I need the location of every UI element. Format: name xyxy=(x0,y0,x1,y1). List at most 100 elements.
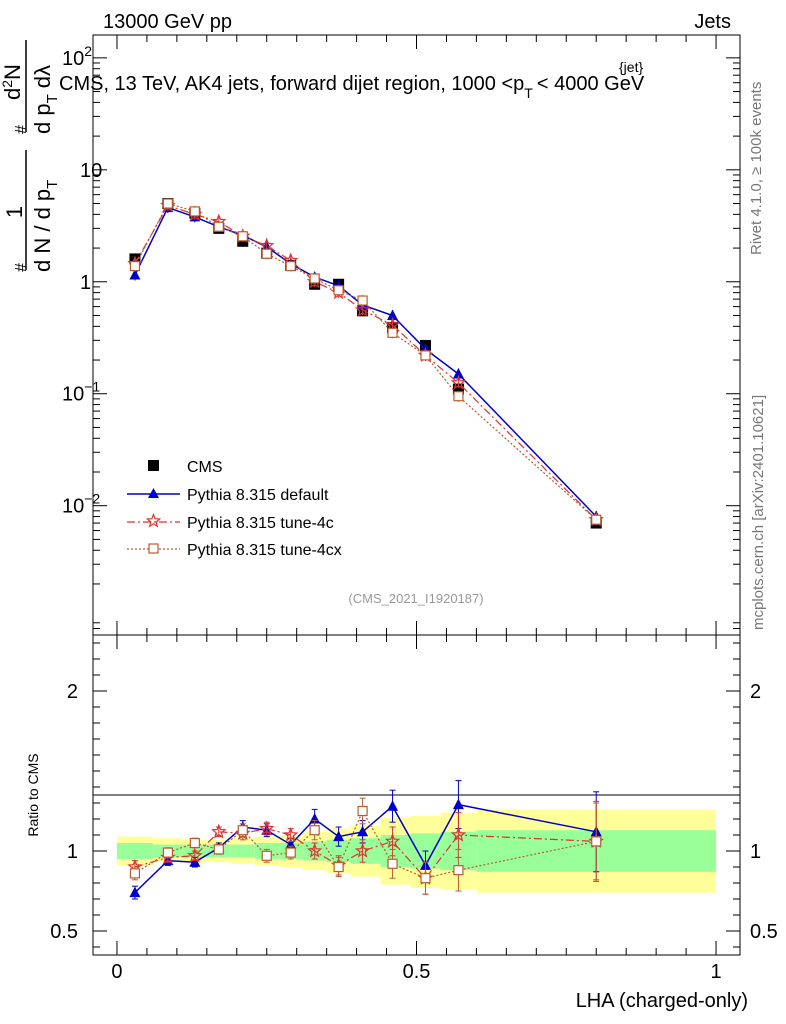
point-tune4cx-6 xyxy=(285,261,296,272)
point-tune4c-12 xyxy=(450,374,467,390)
ratio-point-tune4c-9 xyxy=(354,842,371,858)
ylabel-dp-sub: T xyxy=(44,94,61,103)
legend-entry-tune4cx: Pythia 8.315 tune-4cx xyxy=(127,542,342,559)
ratio-point-tune4cx-3 xyxy=(213,844,224,855)
ratio-series-tune4cx xyxy=(129,797,602,895)
ylabel-N: N xyxy=(0,64,25,80)
ratio-point-default-2 xyxy=(189,856,201,867)
title-post: < 4000 GeV xyxy=(537,73,645,95)
ylabel-hash-right: # xyxy=(13,125,30,134)
ratio-ytick-label-right-0: 0.5 xyxy=(750,921,778,943)
header-left: 13000 GeV pp xyxy=(103,11,232,33)
xtick-label-1: 0.5 xyxy=(403,961,431,983)
ratio-point-default-0 xyxy=(129,886,141,898)
ratio-point-tune4cx-4 xyxy=(237,825,248,836)
ratio-point-tune4cx-13 xyxy=(591,836,602,847)
legend-entry-tune4c: Pythia 8.315 tune-4c xyxy=(127,512,334,532)
ylabel-dn-dpt: d N / d pT xyxy=(30,180,61,272)
band-inner-8 xyxy=(326,839,351,863)
ratio-point-tune4cx-10 xyxy=(387,858,398,869)
main-ylabel: 1 d N / d pT # d2N d pTdλ # xyxy=(0,40,61,272)
point-tune4cx-10 xyxy=(387,327,398,338)
ratio-point-tune4c-12 xyxy=(450,826,467,842)
point-default-0 xyxy=(129,268,141,280)
ratio-point-tune4c-3 xyxy=(211,823,227,839)
point-tune4cx-12 xyxy=(453,391,464,402)
ylabel-d2: d2N xyxy=(0,64,25,100)
plot-title: CMS, 13 TeV, AK4 jets, forward dijet reg… xyxy=(59,59,645,101)
title-pre: CMS, 13 TeV, AK4 jets, forward dijet reg… xyxy=(59,73,524,95)
ratio-point-tune4c-10 xyxy=(384,833,401,849)
ratio-point-tune4c-6 xyxy=(282,826,299,842)
legend-marker-default xyxy=(148,488,159,498)
ratio-ylabel: Ratio to CMS xyxy=(25,753,41,836)
legend-entry-cms: CMS xyxy=(148,459,223,476)
ratio-ytick-label-2: 2 xyxy=(67,681,78,703)
point-default-10 xyxy=(387,309,399,320)
ratio-point-default-8 xyxy=(333,830,345,842)
main-ytick-label-2: 1 xyxy=(80,272,91,294)
point-tune4cx-13 xyxy=(591,514,602,525)
ylabel-dn: d N / d p xyxy=(30,189,55,272)
point-tune4cx-11 xyxy=(420,350,431,361)
ratio-point-tune4c-5 xyxy=(258,820,275,836)
xtick-label-2: 1 xyxy=(710,961,721,983)
band-inner-0 xyxy=(116,843,153,859)
ratio-series xyxy=(127,780,604,900)
ratio-ytick-label-right-1: 1 xyxy=(750,841,761,863)
ratio-point-tune4cx-12 xyxy=(453,865,464,876)
ylabel-dlambda: dλ xyxy=(30,65,55,88)
ratio-point-tune4c-7 xyxy=(306,842,323,858)
ratio-point-tune4cx-6 xyxy=(285,847,296,858)
ratio-frame xyxy=(92,634,741,956)
main-ytick-label-0: 10−2 xyxy=(62,491,100,518)
main-axes: 10−2 10−1 1 10 102 xyxy=(62,35,740,636)
ratio-point-tune4cx-11 xyxy=(420,873,431,884)
mcplots-label: mcplots.cern.ch [arXiv:2401.10621] xyxy=(750,395,767,630)
header-right: Jets xyxy=(694,11,731,33)
legend-label-tune4c: Pythia 8.315 tune-4c xyxy=(187,515,334,532)
title-sub: T xyxy=(524,85,533,101)
ratio-panel: 0.5 0.5 1 1 2 2 0 0.5 1 xyxy=(50,634,778,983)
ylabel-d: d xyxy=(0,88,25,100)
point-tune4cx-7 xyxy=(309,273,320,284)
ratio-point-tune4c-2 xyxy=(187,847,203,863)
series-cms xyxy=(129,198,602,529)
band-inner-4 xyxy=(230,844,255,858)
main-ytick-exp-1: −1 xyxy=(84,379,100,395)
analysis-id: (CMS_2021_I1920187) xyxy=(348,591,483,606)
legend-label-cms: CMS xyxy=(187,459,223,476)
legend-entry-default: Pythia 8.315 default xyxy=(127,487,329,504)
ylabel-dp: d p xyxy=(30,103,55,134)
main-ytick-label-1: 10−1 xyxy=(62,379,100,406)
ratio-line-tune4c xyxy=(134,827,597,880)
ylabel-dpt-dl: d pTdλ xyxy=(30,65,61,134)
xtick-label-0: 0 xyxy=(111,961,122,983)
point-tune4cx-8 xyxy=(333,285,344,296)
ratio-ytick-label-1: 1 xyxy=(67,841,78,863)
legend-marker-cms xyxy=(148,460,159,471)
x-axis-label: LHA (charged-only) xyxy=(576,990,748,1012)
point-default-12 xyxy=(452,368,464,379)
main-ytick-label-4: 102 xyxy=(62,43,92,70)
ratio-point-tune4cx-7 xyxy=(309,825,320,836)
ratio-ytick-label-right-2: 2 xyxy=(750,681,761,703)
legend-marker-tune4cx xyxy=(148,543,159,554)
point-tune4cx-4 xyxy=(237,231,248,242)
title-sup: {jet} xyxy=(619,59,643,75)
ratio-ytick-label-0: 0.5 xyxy=(50,921,78,943)
main-ytick-exp-0: −2 xyxy=(84,491,100,507)
legend-label-default: Pythia 8.315 default xyxy=(187,487,329,504)
ratio-point-tune4cx-5 xyxy=(261,850,272,861)
point-tune4cx-9 xyxy=(357,295,368,306)
ratio-point-default-12 xyxy=(452,798,464,810)
ratio-point-tune4cx-2 xyxy=(189,837,200,849)
main-series xyxy=(127,197,604,529)
ratio-point-tune4cx-1 xyxy=(162,847,173,858)
rivet-label: Rivet 4.1.0, ≥ 100k events xyxy=(748,82,765,255)
legend-marker-tune4c xyxy=(145,512,162,528)
ylabel-dn-sub: T xyxy=(44,180,61,189)
ratio-point-tune4cx-9 xyxy=(357,805,368,817)
point-tune4cx-5 xyxy=(261,248,272,259)
